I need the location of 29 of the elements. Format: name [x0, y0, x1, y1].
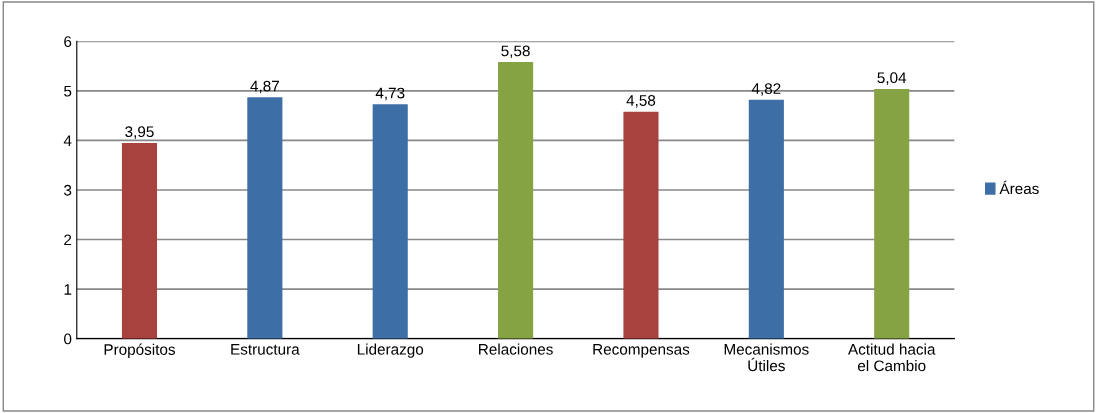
y-tick-label: 4: [63, 135, 72, 146]
bar: [748, 99, 784, 339]
x-tick-label: Propósitos: [104, 343, 176, 358]
y-tick-label: 0: [64, 333, 72, 345]
bar: [498, 62, 534, 339]
data-label: 4,82: [751, 83, 781, 96]
data-label: 4,73: [375, 87, 405, 101]
bar: [623, 111, 659, 339]
x-tick-label: Liderazgo: [357, 343, 424, 358]
data-label: 5,58: [501, 45, 530, 59]
bar: [372, 104, 408, 339]
data-label: 5,04: [877, 72, 907, 85]
y-tick-label: 5: [64, 85, 72, 97]
y-tick-label: 2: [64, 234, 72, 246]
x-tick-label: Relaciones: [479, 343, 553, 355]
bar: [121, 142, 158, 339]
y-tick-label: 3: [64, 184, 72, 196]
x-tick-label: Recompensas: [593, 344, 690, 358]
legend-label: Áreas: [999, 180, 1039, 195]
bar: [247, 97, 283, 339]
y-tick-label: 6: [64, 36, 72, 47]
y-tick-label: 1: [64, 284, 72, 295]
data-label: 4,58: [626, 95, 656, 108]
x-tick-label: Estructura: [231, 344, 300, 355]
data-label: 4,87: [250, 80, 279, 94]
bar: [874, 88, 910, 339]
data-label: 3,95: [125, 126, 154, 139]
x-tick-label: Mecanismos Útiles: [724, 343, 809, 372]
x-tick-label: Actitud hacia el Cambio: [848, 343, 936, 372]
